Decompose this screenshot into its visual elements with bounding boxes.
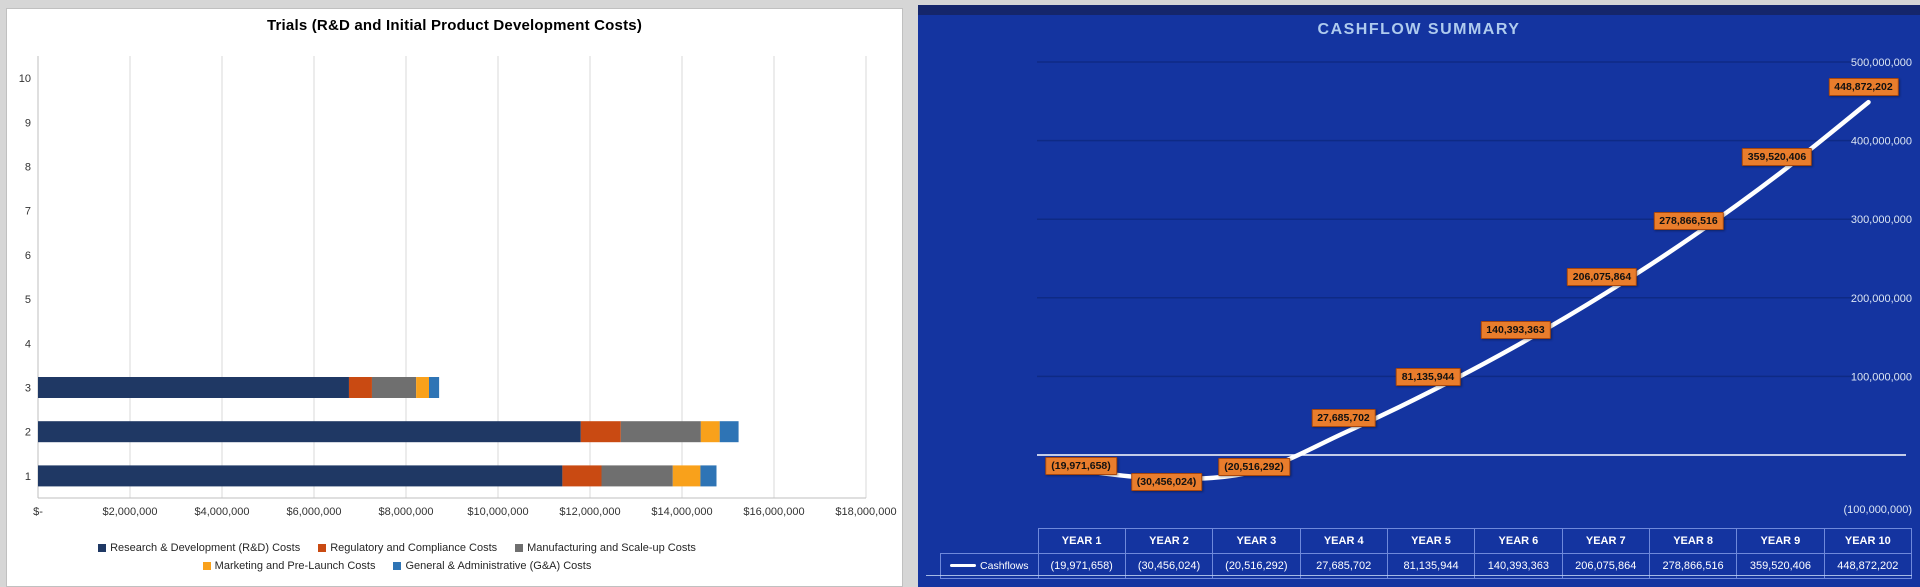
y-category-label: 7 — [25, 206, 31, 218]
legend-item: Regulatory and Compliance Costs — [318, 542, 497, 554]
y-category-label: 5 — [25, 294, 31, 306]
year-header-cell: YEAR 8 — [1648, 528, 1738, 554]
x-axis-tick-label: $14,000,000 — [651, 506, 712, 518]
cashflows-legend-cell: Cashflows — [940, 552, 1039, 579]
bar-segment — [601, 465, 673, 487]
cashflow-value-cell: 278,866,516 — [1648, 552, 1738, 579]
legend-item-label: Manufacturing and Scale-up Costs — [527, 542, 696, 554]
y-category-label: 6 — [25, 250, 31, 262]
cashflow-line-chart: 500,000,000 400,000,000 300,000,000 200,000… — [1037, 57, 1913, 516]
cashflow-value-cell: 359,520,406 — [1736, 552, 1825, 579]
trials-bar-chart: $- $2,000,000 $4,000,000 $6,000,000 $8,000,0… — [19, 56, 897, 518]
bar-segment — [700, 465, 717, 487]
legend-swatch-icon — [202, 562, 211, 570]
legend-item: Research & Development (R&D) Costs — [98, 542, 300, 554]
bar-segment — [38, 465, 563, 487]
bar-segment — [371, 377, 417, 398]
year-header-cell: YEAR 2 — [1124, 528, 1214, 554]
cashflow-value-cell: 140,393,363 — [1474, 552, 1563, 579]
series-name-label: Cashflows — [980, 559, 1029, 572]
x-axis-tick-label: $12,000,000 — [559, 506, 620, 518]
legend-swatch-icon — [515, 544, 524, 552]
cashflow-value-cell: (20,516,292) — [1212, 552, 1301, 579]
x-axis-tick-label: $8,000,000 — [378, 506, 433, 518]
y-axis-tick-label: 300,000,000 — [1851, 214, 1912, 226]
bar-segment — [38, 421, 581, 443]
legend-item-label: Research & Development (R&D) Costs — [110, 542, 301, 554]
bar-segment — [416, 377, 429, 398]
year-header-cell: YEAR 5 — [1386, 528, 1476, 554]
cashflow-value-cell: 81,135,944 — [1386, 552, 1476, 579]
bar-segment — [700, 421, 720, 443]
legend-item: Manufacturing and Scale-up Costs — [515, 542, 696, 554]
x-axis-tick-label: $10,000,000 — [467, 506, 528, 518]
y-category-label: 10 — [19, 73, 31, 85]
cashflow-line — [1078, 99, 1871, 482]
y-category-label: 9 — [25, 117, 31, 129]
y-axis-tick-label: 500,000,000 — [1851, 57, 1912, 69]
panel-bottom-rule — [926, 575, 1912, 576]
cashflow-value-cell: 448,872,202 — [1823, 552, 1913, 579]
y-category-label: 4 — [25, 338, 31, 350]
year-header-cell: YEAR 6 — [1474, 528, 1563, 554]
legend-item-label: Regulatory and Compliance Costs — [330, 542, 498, 554]
left-chart-title: Trials (R&D and Initial Product Developm… — [266, 17, 643, 34]
bar-segment — [562, 465, 602, 487]
year-header-cell: YEAR 7 — [1561, 528, 1650, 554]
x-axis-tick-label: $16,000,000 — [743, 506, 804, 518]
y-category-label: 1 — [25, 471, 31, 483]
y-category-label: 8 — [25, 162, 31, 174]
legend-swatch-icon — [98, 544, 107, 552]
bar-segment — [620, 421, 701, 443]
year-header-cell: YEAR 3 — [1212, 528, 1301, 554]
cashflow-value-cell: (30,456,024) — [1124, 552, 1214, 579]
legend-swatch-icon — [393, 562, 402, 570]
left-chart-legend: Research & Development (R&D) Costs Regula… — [7, 542, 787, 572]
y-axis-tick-label: 100,000,000 — [1851, 371, 1912, 383]
bar-segment — [580, 421, 621, 443]
bar-segment — [719, 421, 739, 443]
bar-segment — [348, 377, 372, 398]
x-axis-tick-label: $6,000,000 — [286, 506, 341, 518]
cashflow-value-cell: 27,685,702 — [1299, 552, 1388, 579]
bar-segment — [672, 465, 701, 487]
year-header-cell: YEAR 1 — [1037, 528, 1126, 554]
panel-top-strip — [918, 5, 1920, 15]
corner-cell — [941, 529, 1039, 554]
x-axis-tick-label: $4,000,000 — [194, 506, 249, 518]
y-axis-tick-label: 400,000,000 — [1851, 136, 1912, 148]
x-axis-tick-label: $18,000,000 — [835, 506, 896, 518]
x-axis-tick-label: $2,000,000 — [102, 506, 157, 518]
legend-item-label: General & Administrative (G&A) Costs — [405, 560, 592, 572]
trials-chart-panel[interactable]: $- $2,000,000 $4,000,000 $6,000,000 $8,000,0… — [6, 8, 903, 587]
legend-item: Marketing and Pre-Launch Costs — [202, 560, 376, 572]
y-axis-tick-label: (100,000,000) — [1844, 504, 1913, 516]
y-category-label: 3 — [25, 383, 31, 395]
legend-swatch-icon — [318, 544, 327, 552]
line-swatch-icon — [950, 564, 977, 568]
year-header-cell: YEAR 10 — [1823, 528, 1913, 554]
cashflow-value-cell: (19,971,658) — [1037, 552, 1126, 579]
cashflow-chart-panel[interactable]: 500,000,000 400,000,000 300,000,000 200,000… — [918, 5, 1920, 587]
cashflow-table: YEAR 1 YEAR 2 YEAR 3 YEAR 4 YEAR 5 YEAR 6 YEAR… — [940, 528, 1913, 579]
x-axis-tick-label: $- — [33, 506, 43, 518]
legend-item-label: Marketing and Pre-Launch Costs — [214, 560, 376, 572]
bar-segment — [429, 377, 440, 398]
y-axis-tick-label: 200,000,000 — [1851, 293, 1912, 305]
legend-item: General & Administrative (G&A) Costs — [393, 560, 591, 572]
bar-segment — [38, 377, 349, 398]
year-header-cell: YEAR 4 — [1299, 528, 1388, 554]
year-header-cell: YEAR 9 — [1736, 528, 1825, 554]
y-category-label: 2 — [25, 427, 31, 439]
cashflow-value-cell: 206,075,864 — [1561, 552, 1650, 579]
right-chart-title: CASHFLOW SUMMARY — [1317, 21, 1521, 38]
